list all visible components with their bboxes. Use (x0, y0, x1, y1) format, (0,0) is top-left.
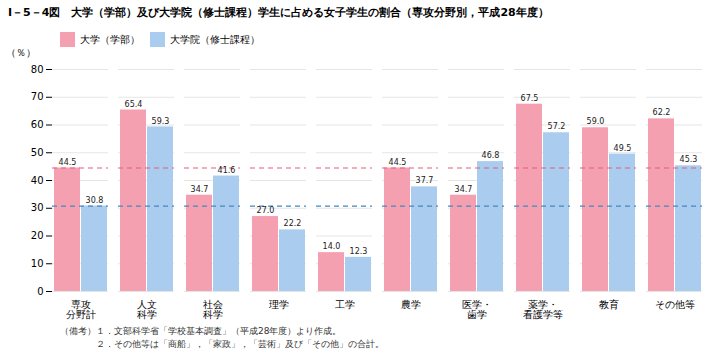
svg-text:46.8: 46.8 (482, 151, 500, 160)
svg-text:50: 50 (31, 147, 44, 158)
svg-text:41.6: 41.6 (218, 166, 236, 175)
svg-text:57.2: 57.2 (548, 122, 566, 131)
svg-text:22.2: 22.2 (284, 219, 302, 228)
svg-text:49.5: 49.5 (614, 144, 632, 153)
svg-text:65.4: 65.4 (125, 100, 143, 109)
svg-text:教育: 教育 (599, 299, 619, 310)
html-text:大学（学部）: 大学（学部） (80, 33, 140, 45)
svg-text:30.8: 30.8 (86, 196, 104, 205)
svg-text:医学・歯学: 医学・歯学 (462, 299, 492, 320)
html-text:（備考）１．文部科学省「学校基本調査」（平成28年度）より作: （備考）１．文部科学省「学校基本調査」（平成28年度）より作成。 (60, 326, 342, 336)
svg-text:その他等: その他等 (655, 299, 695, 310)
svg-text:70: 70 (31, 91, 44, 102)
html-text:大学院（修士課程）: 大学院（修士課程） (170, 33, 260, 45)
svg-text:59.0: 59.0 (587, 117, 605, 126)
svg-text:（％）: （％） (6, 47, 36, 58)
svg-text:工学: 工学 (335, 299, 355, 310)
html-text:I－5－4図 大学（学部）及び大学院（修士課程）学生に占める: I－5－4図 大学（学部）及び大学院（修士課程）学生に占める女子学生の割合（専攻… (8, 6, 549, 19)
svg-text:30: 30 (31, 202, 44, 213)
svg-text:0: 0 (37, 286, 43, 297)
svg-text:34.7: 34.7 (191, 185, 209, 194)
svg-text:67.5: 67.5 (521, 94, 539, 103)
svg-text:34.7: 34.7 (455, 185, 473, 194)
svg-text:14.0: 14.0 (323, 242, 341, 251)
svg-text:専攻分野計: 専攻分野計 (66, 299, 96, 320)
svg-text:40: 40 (31, 175, 44, 186)
svg-text:37.7: 37.7 (416, 176, 434, 185)
svg-text:農学: 農学 (401, 299, 421, 310)
svg-text:10: 10 (31, 258, 44, 269)
svg-text:44.5: 44.5 (389, 158, 407, 167)
svg-text:45.3: 45.3 (680, 155, 698, 164)
svg-text:薬学・看護学等: 薬学・看護学等 (523, 299, 563, 320)
svg-text:27.0: 27.0 (257, 206, 275, 215)
svg-text:12.3: 12.3 (350, 247, 368, 256)
svg-text:社会科学: 社会科学 (203, 299, 223, 320)
svg-text:62.2: 62.2 (653, 108, 671, 117)
html-text:２．その他等は「商船」，「家政」，「芸術」及び「その他」の合: ２．その他等は「商船」，「家政」，「芸術」及び「その他」の合計。 (60, 339, 384, 349)
svg-text:44.5: 44.5 (59, 158, 77, 167)
svg-text:60: 60 (31, 119, 44, 130)
svg-text:59.3: 59.3 (152, 117, 170, 126)
svg-text:理学: 理学 (269, 299, 289, 310)
svg-text:人文科学: 人文科学 (137, 299, 157, 320)
svg-text:20: 20 (31, 230, 44, 241)
svg-text:80: 80 (31, 64, 44, 75)
